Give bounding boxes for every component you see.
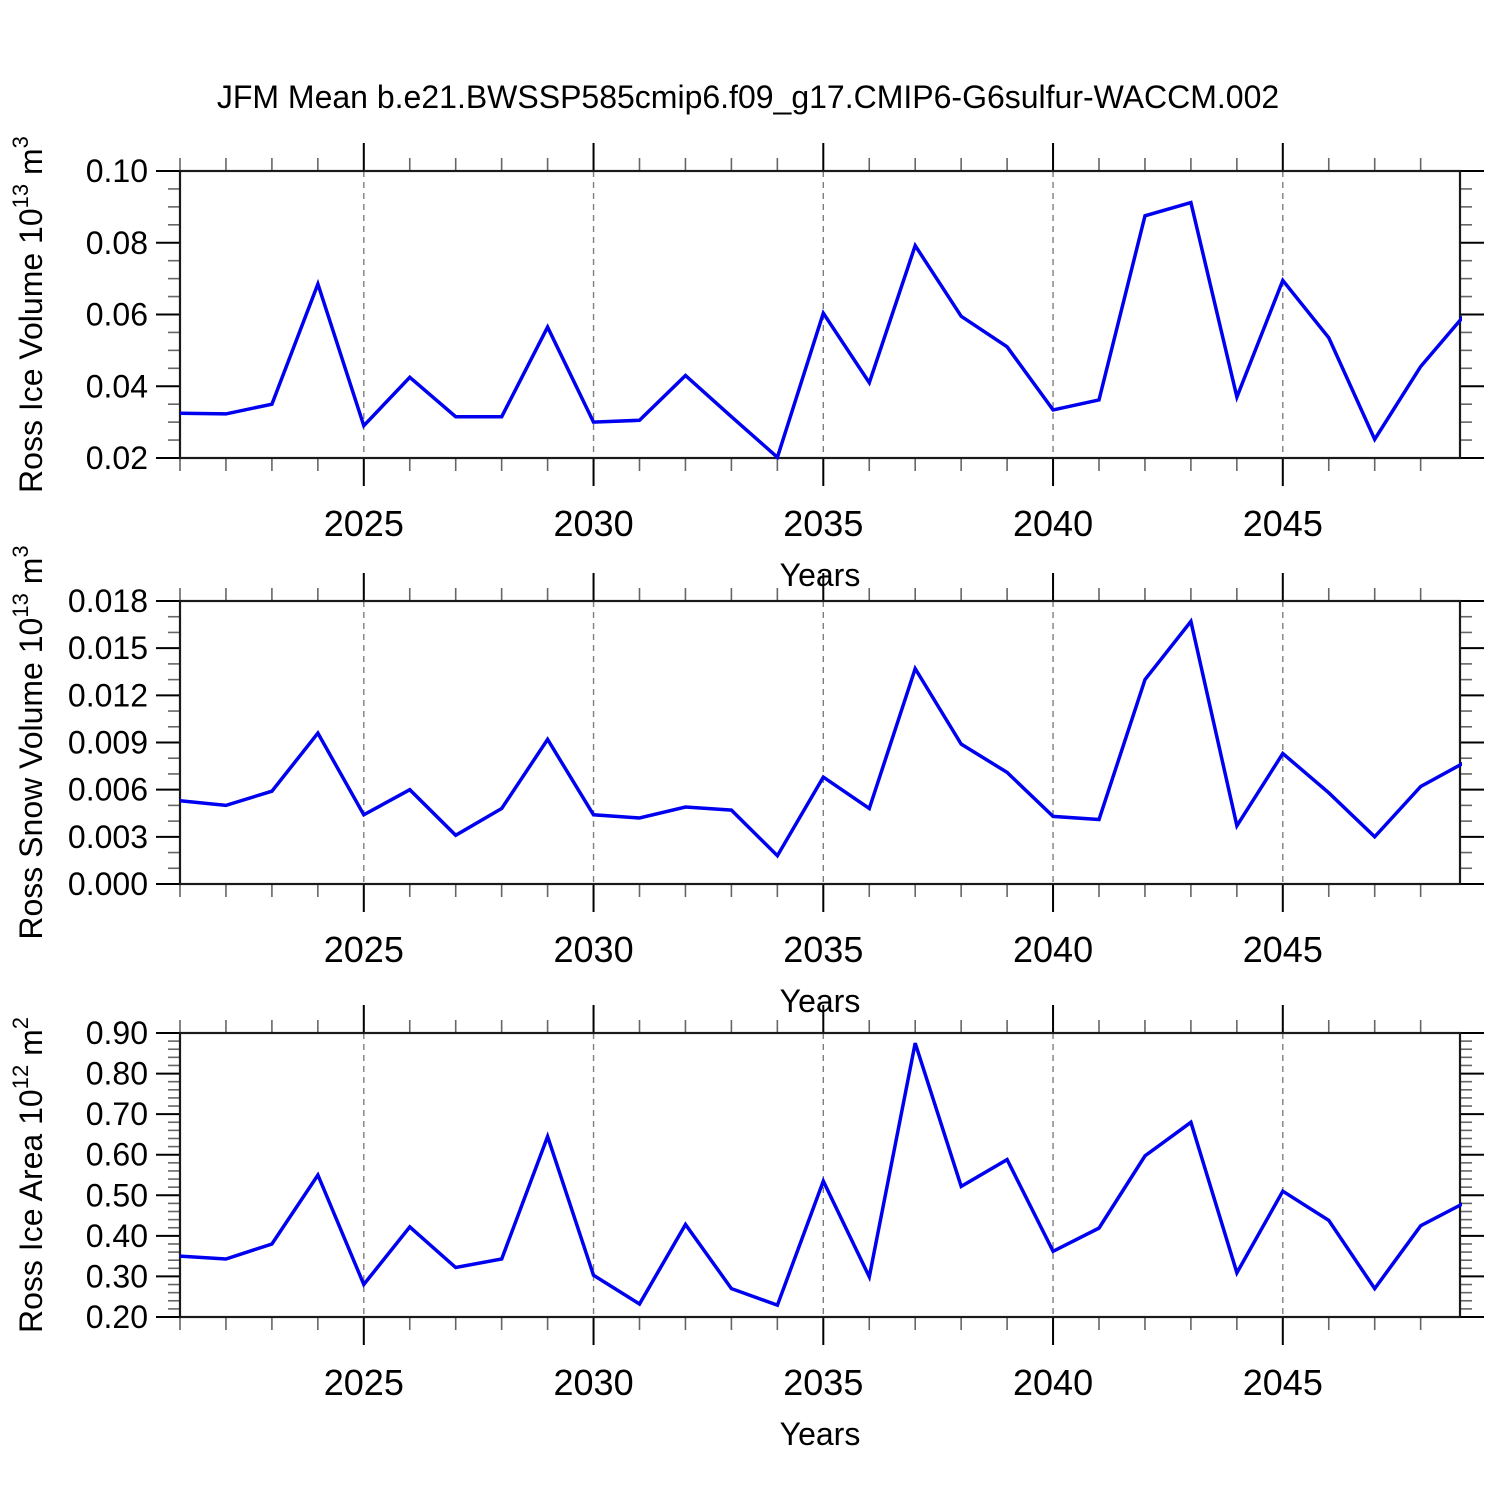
y-tick-label: 0.30: [86, 1258, 148, 1294]
y-tick-label: 0.80: [86, 1056, 148, 1092]
x-tick-label: 2030: [554, 503, 634, 544]
y-tick-label: 0.04: [86, 368, 148, 404]
y-tick-label: 0.009: [68, 725, 148, 761]
x-tick-label: 2035: [783, 929, 863, 970]
y-tick-label: 0.40: [86, 1218, 148, 1254]
x-axis-title: Years: [780, 1416, 861, 1452]
y-tick-label: 0.006: [68, 772, 148, 808]
y-tick-label: 0.90: [86, 1015, 148, 1051]
x-tick-label: 2045: [1243, 503, 1323, 544]
chart-title: JFM Mean b.e21.BWSSP585cmip6.f09_g17.CMI…: [217, 79, 1279, 115]
plot-frame: [178, 169, 1462, 460]
x-tick-label: 2045: [1243, 929, 1323, 970]
chart-panel-3: 0.90 0.80 0.70 0.60 0.50 0.40 0.30 0.20 2025 2030…: [8, 1005, 1484, 1452]
y-tick-label: 0.02: [86, 440, 148, 476]
x-axis-title: Years: [780, 557, 861, 593]
x-tick-label: 2040: [1013, 929, 1093, 970]
x-tick-label: 2045: [1243, 1362, 1323, 1403]
y-tick-label: 0.70: [86, 1096, 148, 1132]
x-tick-label: 2035: [783, 1362, 863, 1403]
y-tick-label: 0.08: [86, 225, 148, 261]
y-tick-label: 0.000: [68, 866, 148, 902]
plot-frame: [178, 599, 1462, 886]
x-tick-label: 2030: [554, 1362, 634, 1403]
y-axis-title: Ross Snow Volume 1013 m3: [8, 545, 49, 939]
plot-frame: [178, 1031, 1462, 1319]
series-line: [179, 617, 1462, 859]
x-tick-label: 2040: [1013, 503, 1093, 544]
chart-panel-1: 0.10 0.08 0.06 0.04 0.02 2025 2030 2035 2040 2045…: [8, 136, 1484, 593]
x-tick-label: 2025: [324, 503, 404, 544]
y-tick-label: 0.012: [68, 677, 148, 713]
series-line: [179, 1042, 1462, 1308]
x-tick-label: 2040: [1013, 1362, 1093, 1403]
y-tick-label: 0.003: [68, 819, 148, 855]
x-axis-title: Years: [780, 983, 861, 1019]
y-tick-label: 0.10: [86, 153, 148, 189]
y-tick-label: 0.015: [68, 630, 148, 666]
y-tick-label: 0.06: [86, 297, 148, 333]
series-line: [179, 200, 1462, 460]
y-axis-title: Ross Ice Volume 1013 m3: [8, 136, 49, 493]
y-tick-label: 0.20: [86, 1299, 148, 1335]
y-axis-title: Ross Ice Area 1012 m2: [8, 1017, 49, 1333]
y-tick-label: 0.50: [86, 1177, 148, 1213]
x-tick-label: 2025: [324, 929, 404, 970]
y-tick-label: 0.018: [68, 583, 148, 619]
chart-panel-2: 0.018 0.015 0.012 0.009 0.006 0.003 0.000 2025 2…: [8, 545, 1484, 1019]
y-tick-label: 0.60: [86, 1137, 148, 1173]
x-tick-label: 2025: [324, 1362, 404, 1403]
x-tick-label: 2030: [554, 929, 634, 970]
x-tick-label: 2035: [783, 503, 863, 544]
